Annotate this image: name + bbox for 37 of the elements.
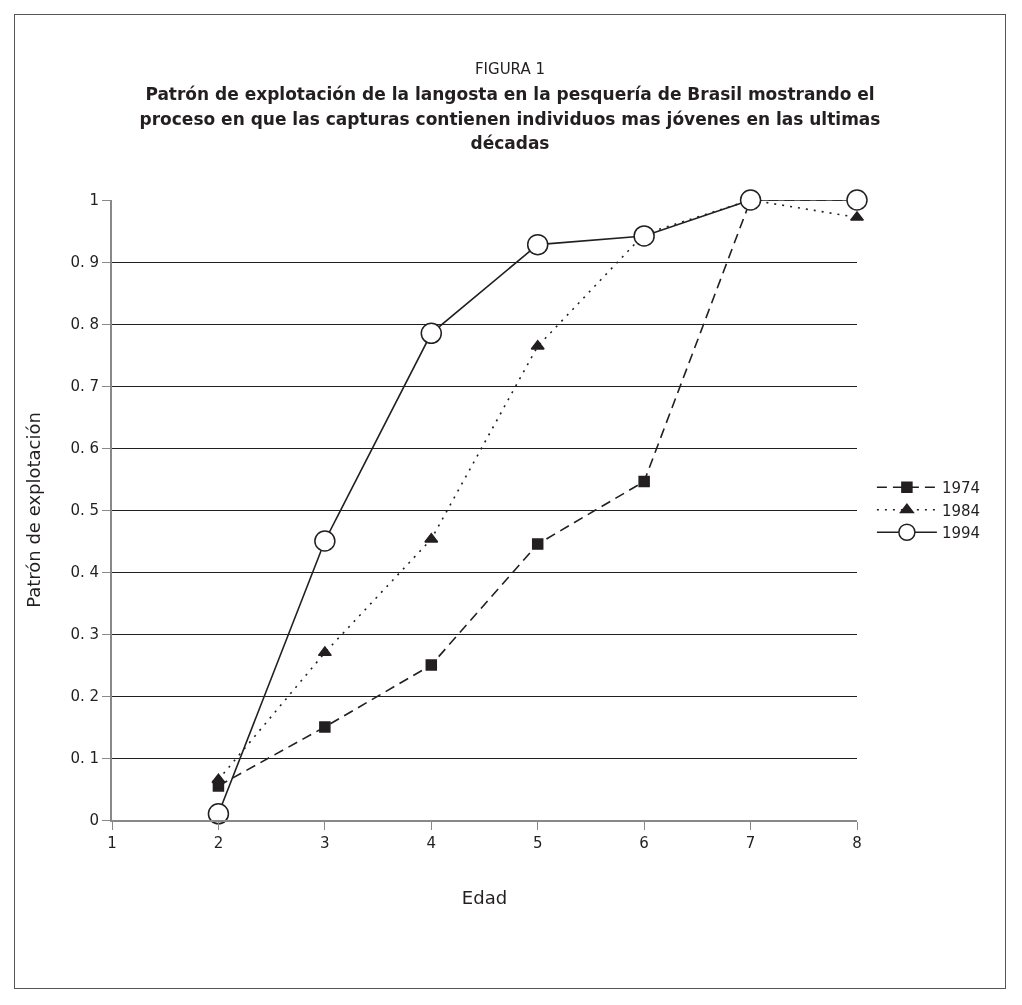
x-tick-label: 5 (532, 834, 543, 852)
x-tick-label: 3 (320, 834, 330, 852)
y-tick-label: 0. 7 (70, 377, 99, 396)
x-tick-label: 6 (639, 834, 649, 852)
chart-subtitle: Patrón de explotación de la langosta en la pesquería de Brasil mostrando el proceso en que las capturas contienen individuos mas jóvenes en las ultimas décadas (138, 83, 882, 156)
point (425, 659, 438, 671)
y-tick-label: 0 (89, 811, 99, 830)
x-tick-label: 8 (852, 834, 862, 852)
point (319, 721, 331, 733)
y-tick-label: 0. 4 (70, 563, 99, 582)
point (424, 532, 439, 543)
point (531, 538, 544, 550)
x-tick-label: 2 (213, 834, 224, 852)
legend-label: 1994 (941, 524, 981, 543)
y-tick-label: 0. 9 (70, 253, 99, 272)
y-tick-label: 0. 1 (70, 749, 99, 768)
y-tick-label: 0. 6 (70, 439, 99, 458)
y-tick-label: 0. 3 (70, 625, 99, 644)
point (314, 530, 336, 552)
y-axis-title: Patrón de explotación (23, 412, 45, 608)
point (633, 225, 655, 247)
y-tick-label: 0. 8 (70, 315, 99, 334)
point (420, 322, 443, 345)
y-tick-label: 0. 5 (70, 501, 99, 520)
legend-label: 1984 (941, 501, 981, 520)
point (638, 475, 650, 488)
legend-label: 1974 (941, 479, 981, 498)
x-axis-title: Edad (461, 886, 508, 908)
point (317, 646, 332, 657)
point (526, 233, 549, 256)
point (211, 773, 226, 784)
x-tick-label: 7 (745, 834, 756, 852)
x-tick-label: 1 (107, 834, 117, 852)
y-tick-label: 0. 2 (70, 687, 99, 706)
chart-title: FIGURA 1 (473, 60, 546, 78)
x-tick-label: 4 (426, 834, 437, 852)
y-tick-label: 1 (89, 191, 99, 210)
